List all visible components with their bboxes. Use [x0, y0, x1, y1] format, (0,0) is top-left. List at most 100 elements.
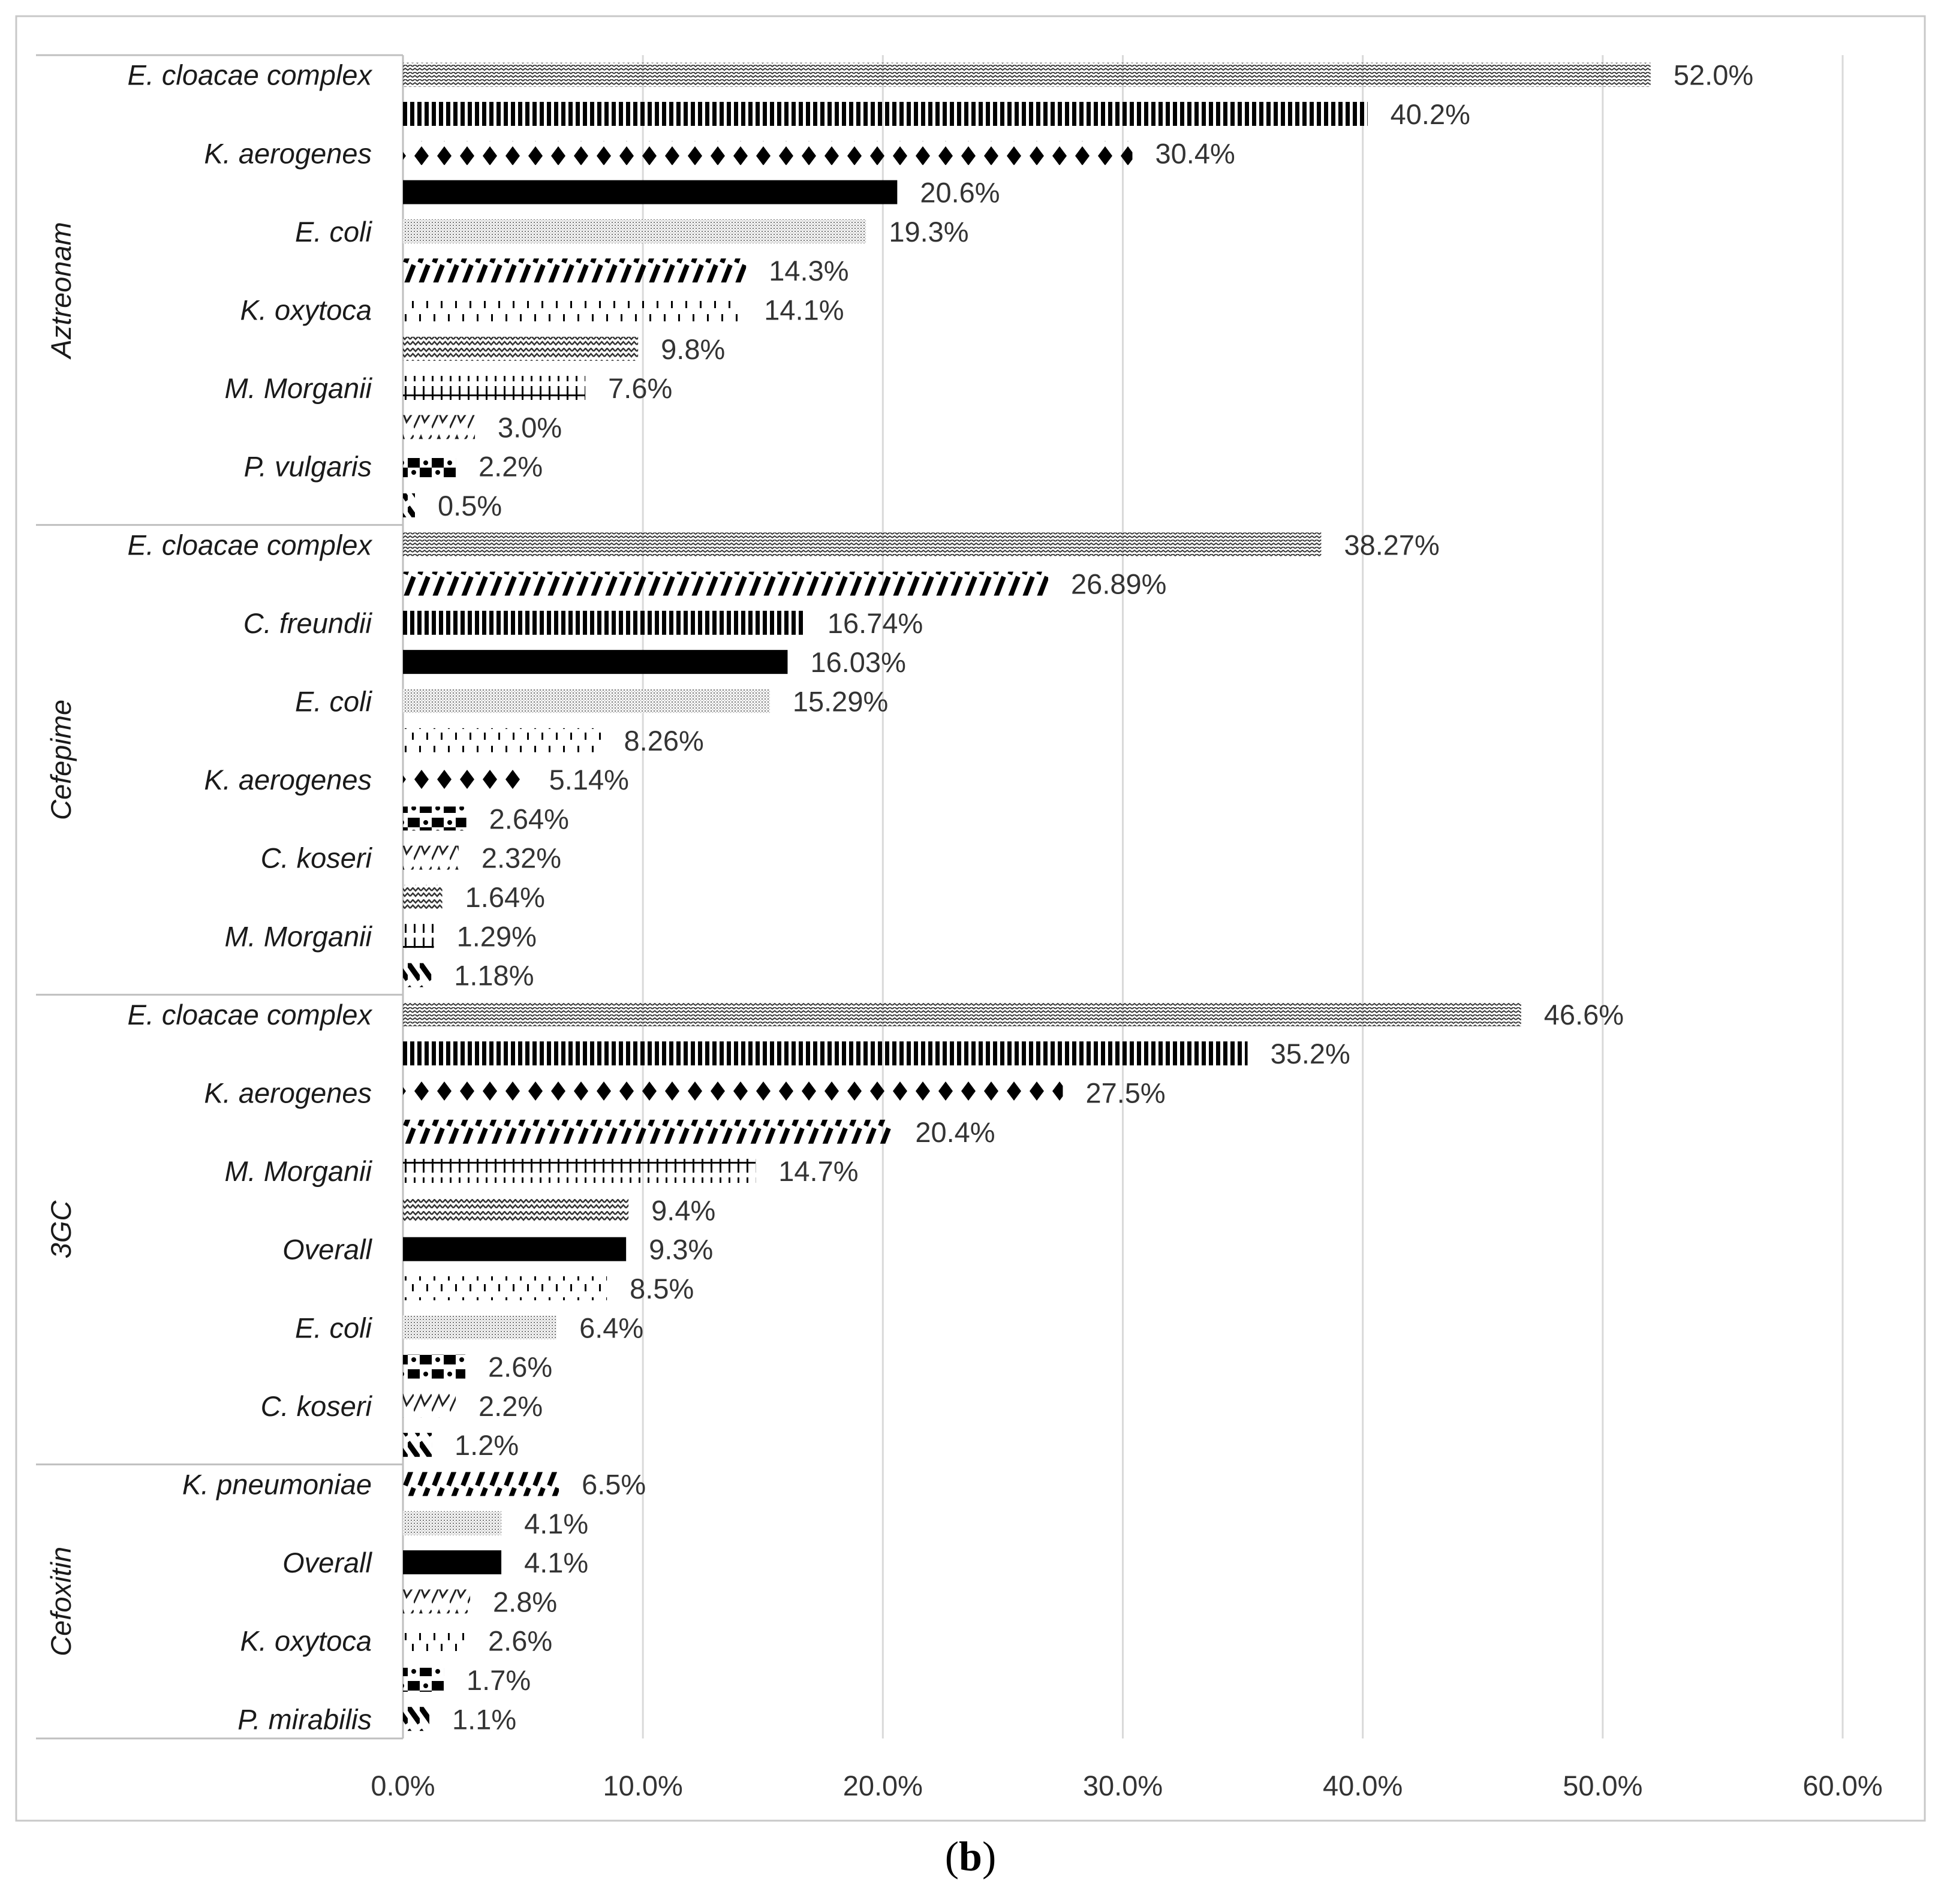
- bar: [403, 1393, 456, 1418]
- category-label: E. cloacae complex: [127, 529, 372, 561]
- data-label: 8.5%: [630, 1273, 694, 1305]
- data-label: 9.3%: [649, 1234, 713, 1266]
- bar: [403, 1354, 466, 1379]
- category-label: M. Morganii: [224, 372, 372, 404]
- bar: [403, 101, 1368, 126]
- data-label: 0.5%: [438, 490, 502, 522]
- bar: [403, 219, 866, 243]
- x-tick-label: 20.0%: [843, 1770, 923, 1801]
- bar: [403, 532, 1322, 557]
- bar: [403, 1433, 432, 1457]
- data-label: 4.1%: [524, 1547, 588, 1578]
- data-label: 27.5%: [1085, 1077, 1165, 1108]
- data-label: 2.8%: [493, 1586, 557, 1617]
- group-label-aztreonam: Aztreonam: [45, 222, 77, 360]
- chart-border: [15, 15, 1926, 1822]
- x-tick-label: 50.0%: [1563, 1770, 1642, 1801]
- category-label: E. cloacae complex: [127, 59, 372, 91]
- data-label: 1.2%: [455, 1429, 519, 1461]
- bar: [403, 62, 1651, 87]
- data-label: 38.27%: [1344, 529, 1439, 561]
- group-label-3gc: 3GC: [45, 1200, 77, 1259]
- data-label: 3.0%: [498, 411, 562, 443]
- data-label: 2.2%: [479, 451, 543, 483]
- category-label: E. cloacae complex: [127, 999, 372, 1031]
- bar: [403, 1198, 629, 1222]
- bar: [403, 1550, 502, 1575]
- category-label: C. koseri: [261, 842, 373, 874]
- data-label: 8.26%: [624, 725, 704, 757]
- x-tick-label: 60.0%: [1802, 1770, 1882, 1801]
- data-label: 2.6%: [488, 1625, 552, 1657]
- data-label: 9.4%: [651, 1194, 715, 1226]
- category-label: C. freundii: [243, 607, 373, 639]
- data-label: 35.2%: [1271, 1038, 1350, 1070]
- bar: [403, 963, 432, 987]
- bar: [403, 1707, 430, 1731]
- data-label: 16.03%: [810, 646, 905, 678]
- data-label: 2.64%: [489, 803, 569, 834]
- category-label: M. Morganii: [224, 1155, 372, 1187]
- bar: [403, 376, 586, 400]
- category-label: K. oxytoca: [240, 294, 372, 326]
- data-label: 1.18%: [454, 960, 534, 992]
- data-label: 19.3%: [889, 216, 968, 248]
- bar: [403, 1080, 1063, 1105]
- x-tick-label: 10.0%: [603, 1770, 683, 1801]
- category-label: M. Morganii: [224, 920, 372, 952]
- data-label: 1.29%: [457, 920, 537, 952]
- bar: [403, 336, 639, 361]
- bar: [403, 1119, 893, 1144]
- category-label: C. koseri: [261, 1390, 373, 1422]
- data-label: 7.6%: [608, 372, 672, 404]
- x-tick-label: 40.0%: [1323, 1770, 1403, 1801]
- data-label: 1.7%: [467, 1664, 531, 1696]
- bar: [403, 1628, 466, 1653]
- category-label: P. vulgaris: [244, 451, 372, 483]
- bar: [403, 1315, 557, 1340]
- x-tick-label: 0.0%: [371, 1770, 435, 1801]
- bar: [403, 650, 788, 674]
- bar: [403, 297, 742, 322]
- data-label: 1.64%: [465, 881, 545, 913]
- bar: [403, 1041, 1248, 1066]
- data-label: 2.32%: [482, 842, 561, 874]
- category-label: Overall: [282, 1234, 372, 1266]
- bar: [403, 1237, 627, 1261]
- category-label: K. aerogenes: [204, 1077, 372, 1108]
- data-label: 20.6%: [920, 177, 1000, 209]
- bar: [403, 924, 434, 948]
- data-label: 52.0%: [1674, 59, 1753, 91]
- panel-caption: (b): [944, 1834, 997, 1880]
- data-label: 14.1%: [764, 294, 844, 326]
- bar: [403, 180, 898, 204]
- bar: [403, 1589, 471, 1614]
- bar: [403, 1159, 756, 1183]
- category-label: K. oxytoca: [240, 1625, 372, 1657]
- data-label: 4.1%: [524, 1508, 588, 1540]
- data-label: 2.6%: [488, 1351, 552, 1383]
- data-label: 14.3%: [769, 255, 848, 287]
- category-label: K. pneumoniae: [182, 1468, 372, 1500]
- bar: [403, 258, 747, 283]
- category-label: E. coli: [295, 216, 373, 248]
- bar: [403, 415, 476, 439]
- group-label-cefepime: Cefepime: [45, 700, 77, 820]
- bar: [403, 1002, 1521, 1026]
- bar: [403, 610, 805, 635]
- data-label: 40.2%: [1391, 98, 1470, 130]
- x-tick-label: 30.0%: [1083, 1770, 1163, 1801]
- bar: [403, 884, 443, 909]
- category-label: Overall: [282, 1547, 372, 1578]
- bar: [403, 767, 526, 792]
- bar: [403, 454, 456, 478]
- bar: [403, 141, 1133, 165]
- data-label: 16.74%: [827, 607, 923, 639]
- bar: [403, 806, 467, 831]
- category-label: K. aerogenes: [204, 137, 372, 169]
- data-label: 1.1%: [452, 1703, 516, 1735]
- bar: [403, 571, 1049, 596]
- bar: [403, 1276, 607, 1300]
- data-label: 26.89%: [1071, 568, 1166, 600]
- data-label: 20.4%: [915, 1116, 995, 1148]
